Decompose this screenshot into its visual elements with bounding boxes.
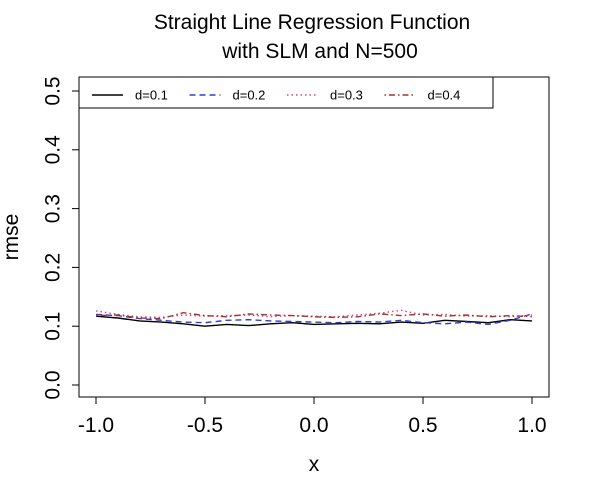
chart-title-line-2: with SLM and N=500 [221,40,418,63]
series-line-d=0.3 [95,309,533,319]
plot-frame [78,76,550,398]
x-axis: -1.0 -0.5 0.0 0.5 1.0 [78,396,547,437]
legend-label: d=0.2 [233,88,266,103]
chart-title-line-1: Straight Line Regression Function [154,11,470,34]
y-axis: 0.0 0.1 0.2 0.3 0.4 0.5 [42,76,80,400]
series-layer [95,309,533,327]
legend: d=0.1 d=0.2 d=0.3 d=0.4 [78,76,494,109]
y-tick-label: 0.0 [42,370,65,399]
y-tick-label: 0.5 [42,76,65,105]
y-axis-title: rmse [0,214,23,261]
legend-box [78,76,494,109]
x-tick-label: -1.0 [78,414,114,437]
series-line-d=0.2 [95,313,533,326]
legend-label: d=0.4 [428,88,461,103]
x-tick-label: -0.5 [187,414,223,437]
x-tick-label: 0.0 [299,414,328,437]
y-tick-label: 0.3 [42,194,65,223]
series-line-d=0.4 [95,311,533,320]
x-tick-label: 1.0 [517,414,546,437]
y-tick-label: 0.1 [42,312,65,341]
series-line-d=0.1 [95,315,533,327]
legend-label: d=0.3 [330,88,363,103]
x-axis-title: x [309,453,320,476]
legend-label: d=0.1 [135,88,168,103]
chart-title: Straight Line Regression Function with S… [154,11,470,63]
y-tick-label: 0.4 [42,135,65,165]
x-tick-label: 0.5 [408,414,437,437]
y-tick-label: 0.2 [42,253,65,282]
